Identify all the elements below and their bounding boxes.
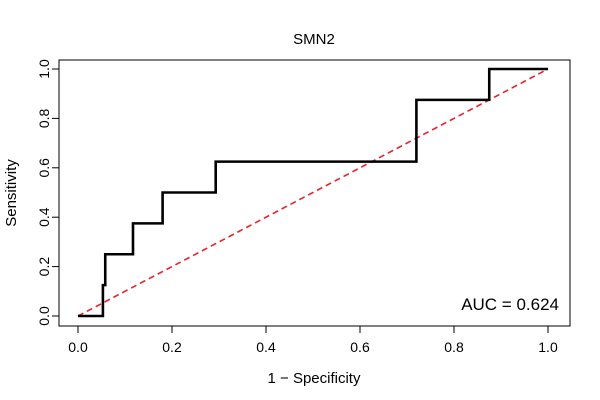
y-tick-label: 0.4: [36, 207, 52, 227]
auc-annotation: AUC = 0.624: [461, 295, 559, 314]
y-axis-title: Sensitivity: [3, 159, 20, 227]
y-tick-label: 0.0: [36, 306, 52, 326]
x-tick-label: 0.4: [256, 339, 276, 355]
x-tick-label: 0.0: [68, 339, 88, 355]
x-tick-label: 1.0: [538, 339, 558, 355]
y-tick-label: 0.8: [36, 108, 52, 128]
y-axis: 0.0 0.2 0.4 0.6 0.8 1.0: [36, 59, 60, 326]
x-axis: 0.0 0.2 0.4 0.6 0.8 1.0: [68, 325, 558, 355]
reference-line-layer: [77, 68, 549, 317]
x-tick-label: 0.2: [162, 339, 182, 355]
y-tick-label: 0.6: [36, 158, 52, 178]
x-axis-title: 1 − Specificity: [268, 370, 361, 387]
y-tick-label: 0.2: [36, 257, 52, 277]
y-tick-label: 1.0: [36, 59, 52, 79]
reference-diagonal-line: [77, 68, 549, 317]
x-tick-label: 0.8: [444, 339, 464, 355]
roc-curve-line: [78, 67, 548, 318]
roc-curve-layer: [78, 67, 548, 318]
chart-title: SMN2: [293, 31, 335, 48]
x-tick-label: 0.6: [350, 339, 370, 355]
